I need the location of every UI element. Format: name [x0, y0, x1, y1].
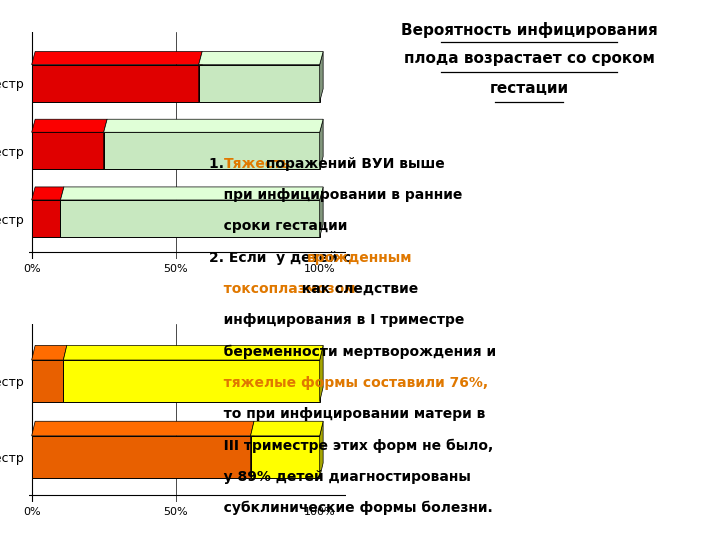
Text: Тяжесть: Тяжесть: [225, 157, 292, 171]
Bar: [199, 65, 320, 102]
Bar: [32, 436, 251, 477]
Polygon shape: [320, 51, 323, 102]
Polygon shape: [32, 187, 64, 200]
Text: инфицирования в I триместре: инфицирования в I триместре: [209, 313, 464, 327]
Polygon shape: [251, 421, 323, 436]
Polygon shape: [251, 421, 254, 477]
Text: тяжелые формы составили 76%,: тяжелые формы составили 76%,: [209, 376, 488, 390]
Polygon shape: [32, 119, 107, 132]
Text: 1.: 1.: [209, 157, 229, 171]
Polygon shape: [32, 421, 254, 436]
Text: как следствие: как следствие: [297, 282, 418, 296]
Text: у 89% детей диагностированы: у 89% детей диагностированы: [209, 470, 471, 484]
Text: Вероятность инфицирования: Вероятность инфицирования: [401, 22, 657, 38]
Polygon shape: [60, 187, 64, 237]
Bar: [63, 360, 320, 402]
Polygon shape: [320, 119, 323, 170]
Polygon shape: [104, 119, 107, 170]
Polygon shape: [199, 51, 323, 65]
Text: врожденным: врожденным: [307, 251, 413, 265]
Text: токсоплазмозом: токсоплазмозом: [209, 282, 355, 296]
Polygon shape: [32, 51, 202, 65]
Legend: ВУИ, здоровые: ВУИ, здоровые: [86, 345, 288, 370]
Bar: [32, 200, 60, 237]
Polygon shape: [63, 346, 323, 360]
Polygon shape: [104, 119, 323, 132]
Polygon shape: [320, 187, 323, 237]
Bar: [32, 132, 104, 170]
Text: III триместре этих форм не было,: III триместре этих форм не было,: [209, 438, 493, 453]
Bar: [60, 200, 320, 237]
Text: поражений ВУИ выше: поражений ВУИ выше: [261, 157, 444, 171]
Polygon shape: [320, 346, 323, 402]
Text: плода возрастает со сроком: плода возрастает со сроком: [404, 51, 654, 66]
Polygon shape: [320, 421, 323, 477]
Polygon shape: [63, 346, 67, 402]
Text: гестации: гестации: [490, 81, 569, 96]
Bar: [251, 436, 320, 477]
Bar: [32, 360, 63, 402]
Text: при инфицировании в ранние: при инфицировании в ранние: [209, 188, 462, 202]
Text: то при инфицировании матери в: то при инфицировании матери в: [209, 407, 485, 421]
Bar: [104, 132, 320, 170]
Polygon shape: [199, 51, 202, 102]
Text: 2. Если  у детей с: 2. Если у детей с: [209, 251, 356, 265]
Text: субклинические формы болезни.: субклинические формы болезни.: [209, 501, 492, 516]
Bar: [32, 65, 199, 102]
Polygon shape: [60, 187, 323, 200]
Text: сроки гестации: сроки гестации: [209, 219, 347, 233]
Polygon shape: [32, 346, 67, 360]
Text: беременности мертворождения и: беременности мертворождения и: [209, 345, 496, 359]
